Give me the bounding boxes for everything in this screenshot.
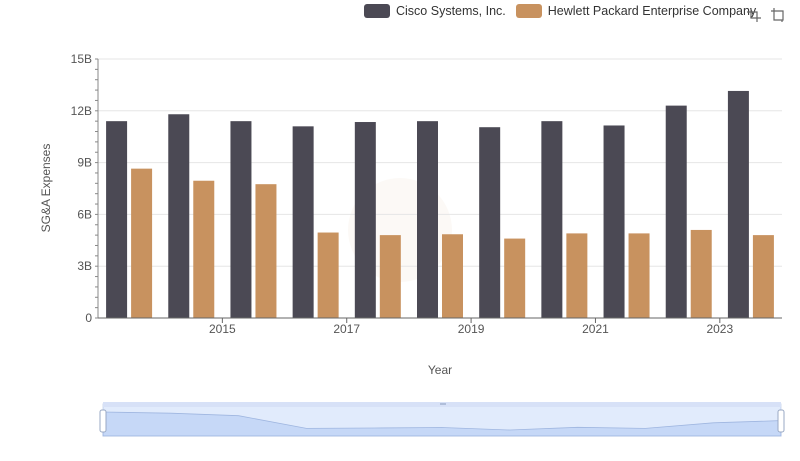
x-tick-label: 2015 — [209, 322, 236, 336]
bar-cisco — [106, 121, 128, 318]
y-axis: 0 3B 6B 9B 12B 15B — [71, 52, 99, 325]
bar-hpe — [131, 168, 153, 318]
legend-item-hpe[interactable]: Hewlett Packard Enterprise Company — [515, 4, 757, 18]
bar-cisco — [479, 127, 501, 318]
y-tick-label: 6B — [77, 207, 92, 221]
x-axis-title: Year — [428, 363, 452, 377]
y-tick-label: 15B — [71, 52, 92, 66]
y-tick-label: 9B — [77, 156, 92, 170]
legend-label-hpe: Hewlett Packard Enterprise Company — [547, 4, 757, 18]
bar-cisco — [292, 126, 314, 318]
y-tick-label: 12B — [71, 104, 92, 118]
bar-hpe — [566, 233, 588, 318]
legend-swatch-cisco — [364, 4, 390, 18]
bar-hpe — [193, 180, 215, 318]
zoom-handle-right — [777, 409, 785, 433]
legend-item-cisco[interactable]: Cisco Systems, Inc. — [364, 4, 506, 18]
bar-cisco — [727, 90, 749, 319]
x-tick-label: 2017 — [333, 322, 360, 336]
bar-hpe — [442, 234, 463, 318]
restore-zoom-icon[interactable] — [770, 7, 786, 23]
zoom-preview-area — [102, 411, 782, 437]
bar-cisco — [541, 121, 563, 318]
toolbox — [746, 7, 786, 23]
bar-hpe — [628, 233, 650, 318]
x-tick-label: 2019 — [458, 322, 485, 336]
legend-label-cisco: Cisco Systems, Inc. — [396, 4, 506, 18]
bar-hpe — [752, 235, 774, 318]
bar-cisco — [230, 121, 252, 318]
legend: Cisco Systems, Inc. Hewlett Packard Ente… — [364, 4, 756, 18]
bar-cisco — [354, 122, 376, 318]
x-tick-label: 2021 — [582, 322, 609, 336]
bar-hpe — [317, 232, 339, 318]
bar-cisco — [665, 105, 687, 319]
legend-swatch-hpe — [515, 4, 542, 18]
y-tick-label: 3B — [77, 259, 92, 273]
x-tick-label: 2023 — [706, 322, 733, 336]
bar-hpe — [379, 235, 401, 318]
x-axis: 2015 2017 2019 2021 2023 — [98, 317, 782, 336]
zoom-selection — [103, 404, 781, 436]
zoom-handle-left — [99, 409, 107, 433]
bar-hpe — [504, 238, 526, 318]
bar-cisco — [168, 114, 190, 319]
data-zoom-slider[interactable] — [99, 402, 785, 437]
bar-cisco — [603, 125, 625, 318]
y-axis-title: SG&A Expenses — [39, 144, 53, 233]
bar-hpe — [690, 229, 712, 318]
y-tick-label: 0 — [85, 311, 92, 325]
bar-cisco — [417, 121, 438, 318]
bars — [106, 90, 774, 319]
zoom-icon[interactable] — [746, 7, 762, 23]
bar-hpe — [255, 184, 277, 318]
